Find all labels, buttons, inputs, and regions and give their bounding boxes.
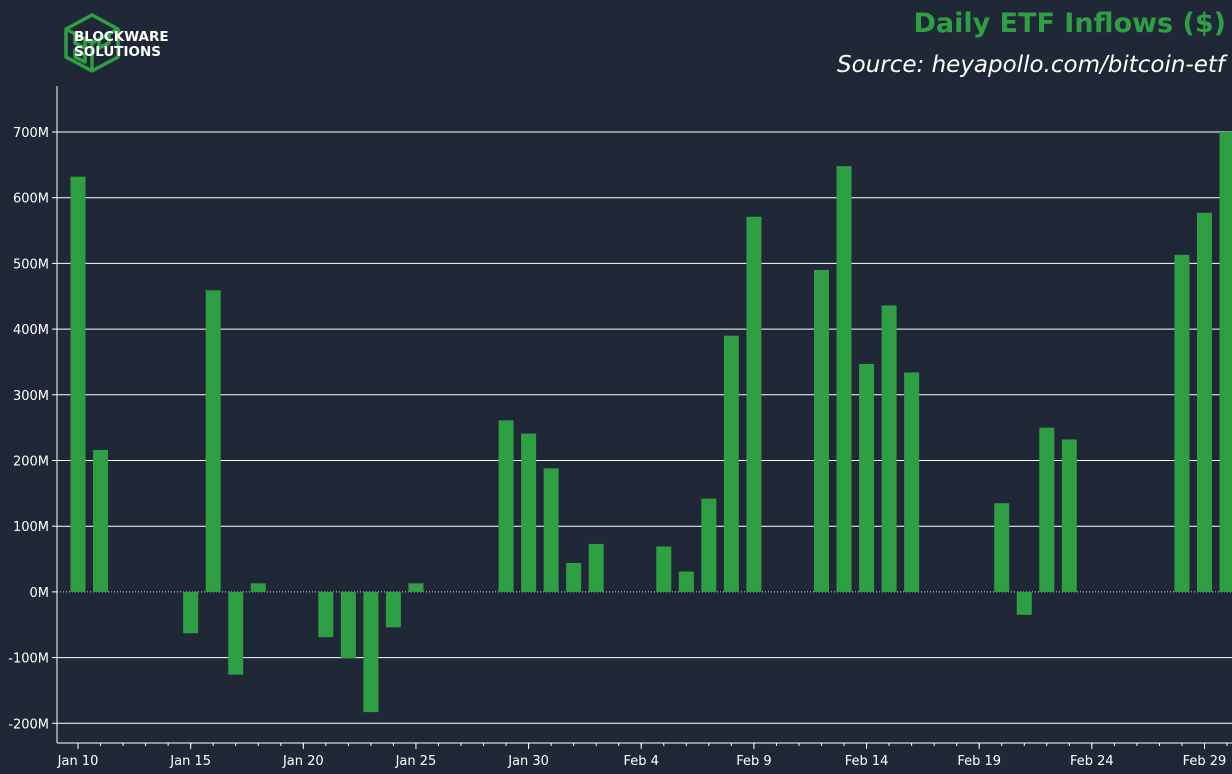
bar — [656, 546, 672, 592]
y-tick-label: 600M — [13, 192, 49, 207]
x-tick-label: Feb 14 — [845, 754, 889, 769]
y-tick-label: 100M — [13, 520, 49, 535]
bars — [70, 131, 1232, 713]
y-tick-label: -200M — [8, 717, 49, 732]
blockware-logo — [64, 13, 120, 73]
chart-source: Source: heyapollo.com/bitcoin-etf — [837, 52, 1225, 78]
x-tick-label: Feb 9 — [736, 754, 771, 769]
bar — [678, 571, 694, 592]
x-tick-label: Jan 30 — [507, 754, 549, 769]
y-tick-label: 300M — [13, 389, 49, 404]
brand-line-2: SOLUTIONS — [74, 44, 162, 60]
bar — [588, 543, 604, 592]
brand-name: BLOCKWARE SOLUTIONS — [74, 30, 169, 60]
bar — [250, 583, 266, 592]
bar — [881, 305, 897, 592]
x-tick-label: Jan 15 — [169, 754, 211, 769]
bar — [543, 468, 559, 592]
y-tick-label: 500M — [13, 257, 49, 272]
x-tick-label: Feb 29 — [1183, 754, 1227, 769]
bar — [1197, 212, 1212, 592]
bar — [1174, 254, 1190, 592]
bar — [746, 216, 762, 592]
bar — [723, 335, 739, 592]
bar — [813, 269, 829, 592]
x-tick-label: Jan 20 — [282, 754, 324, 769]
bar — [1016, 591, 1032, 615]
bar — [904, 372, 920, 592]
bar — [93, 449, 109, 592]
x-tick-label: Jan 10 — [57, 754, 99, 769]
bar — [836, 166, 852, 592]
brand-line-1: BLOCKWARE — [74, 29, 169, 45]
bar — [363, 591, 379, 713]
bar — [859, 363, 875, 592]
x-tick-label: Feb 24 — [1070, 754, 1114, 769]
y-tick-label: 0M — [30, 586, 50, 601]
chart-title: Daily ETF Inflows ($) — [913, 8, 1226, 39]
bar — [566, 562, 582, 592]
x-tick-label: Feb 4 — [624, 754, 659, 769]
bar — [521, 433, 537, 592]
bar — [701, 498, 717, 592]
bar — [498, 420, 514, 592]
x-axis: Jan 10 Jan 15 Jan 20 Jan 25 Jan 30 Feb 4 Feb 9… — [57, 742, 1232, 769]
bar — [183, 591, 199, 634]
bar — [70, 176, 86, 592]
y-tick-label: 700M — [13, 126, 49, 141]
y-tick-label: 200M — [13, 454, 49, 469]
y-axis: -200M -100M 0M 100M 200M 300M 400M 500M 600M 700M — [8, 86, 58, 743]
x-tick-label: Feb 19 — [957, 754, 1001, 769]
bar — [1039, 427, 1055, 592]
bar — [408, 583, 424, 592]
bar — [318, 591, 334, 638]
bar — [1061, 439, 1077, 592]
bar — [994, 503, 1010, 592]
bar — [205, 290, 221, 592]
bar — [340, 591, 356, 659]
x-tick-label: Jan 25 — [395, 754, 437, 769]
bar — [385, 591, 401, 628]
y-tick-label: -100M — [8, 652, 49, 667]
y-tick-label: 400M — [13, 323, 49, 338]
bar — [228, 591, 244, 675]
bar — [1219, 131, 1232, 592]
